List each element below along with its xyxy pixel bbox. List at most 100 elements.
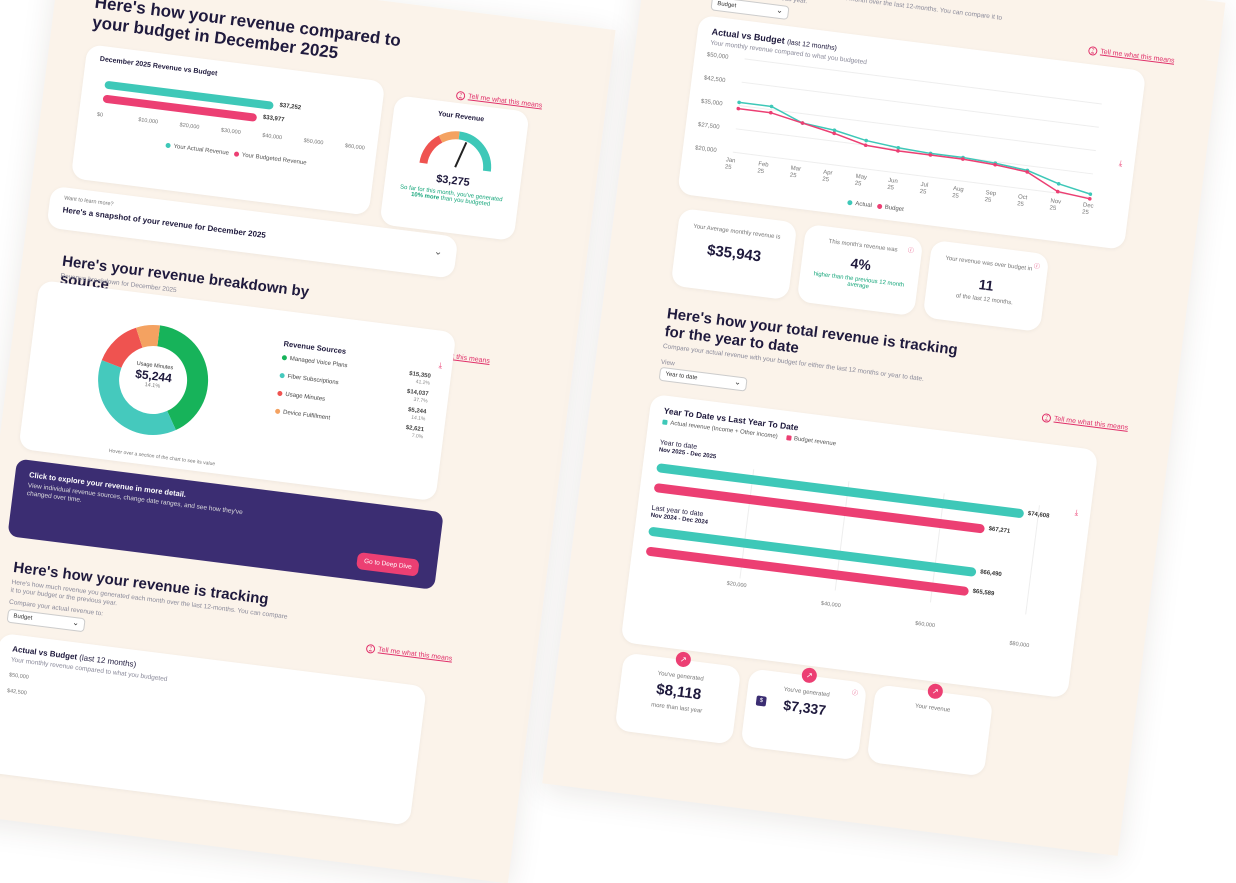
deep-dive-button[interactable]: Go to Deep Dive xyxy=(356,552,420,577)
source-pct: 41.2% xyxy=(415,378,431,387)
stat-month-card: This month's revenue was ⓘ 4% higher tha… xyxy=(796,223,924,317)
data-point[interactable] xyxy=(896,149,900,153)
x-tick: Sep xyxy=(985,190,997,197)
x-tick: 25 xyxy=(789,172,797,179)
series-line-actual[interactable] xyxy=(733,101,1096,195)
question-icon: ? xyxy=(365,643,376,654)
source-pct: 7.0% xyxy=(411,432,424,441)
x-tick: 25 xyxy=(854,181,862,188)
grid-line xyxy=(732,151,1091,198)
grid-line xyxy=(744,58,1102,105)
data-point[interactable] xyxy=(737,100,741,105)
gauge-chart xyxy=(419,131,492,172)
data-point[interactable] xyxy=(961,157,965,161)
x-tick: Jun xyxy=(888,178,898,185)
data-point[interactable] xyxy=(736,106,741,111)
right-help-link[interactable]: ? Tell me what this means xyxy=(1087,45,1175,66)
source-pct: 14.1% xyxy=(410,414,426,423)
data-point[interactable] xyxy=(1025,170,1029,174)
y-tick: $42,500 xyxy=(703,75,726,84)
ytd-card: Year To Date vs Last Year To Date Actual… xyxy=(620,393,1099,699)
help-link-tracking[interactable]: ? Tell me what this means xyxy=(365,643,453,664)
dec-card-title: December 2025 Revenue vs Budget xyxy=(99,55,218,78)
donut-slice-1[interactable] xyxy=(92,360,184,438)
dec-axis-tick: $20,000 xyxy=(179,122,200,131)
data-point[interactable] xyxy=(769,104,774,109)
grid-line xyxy=(735,128,1093,175)
avb-line-chart[interactable]: $50,000$42,500$35,000$27,500$20,000Jan25… xyxy=(689,48,1122,230)
data-point[interactable] xyxy=(832,131,836,136)
avg-revenue-value: $35,943 xyxy=(706,241,763,266)
donut-slice-3[interactable] xyxy=(134,322,160,349)
download-icon[interactable]: ⤓ xyxy=(438,360,443,371)
sources-list: Managed Voice Plans $15,350 41.2% Fiber Sub… xyxy=(273,354,432,445)
trend-up-icon: ↗ xyxy=(674,651,692,668)
trend-up-icon: ↗ xyxy=(926,682,944,700)
donut-slice-2[interactable] xyxy=(101,324,145,370)
trend-up-icon: ↗ xyxy=(800,666,818,684)
budget-value: $33,977 xyxy=(262,114,285,124)
y-tick: $27,500 xyxy=(698,122,721,131)
actual-value: $37,252 xyxy=(279,102,302,112)
x-tick: Dec xyxy=(1083,202,1094,209)
right-page: Here's how much revenue you generated ea… xyxy=(542,0,1226,856)
data-point[interactable] xyxy=(993,162,997,167)
ytd-help-link[interactable]: ? Tell me what this means xyxy=(1041,413,1128,433)
bottom-card-2: ↗ ⓘ $ You've generated $7,337 xyxy=(740,666,868,761)
avb-mini-card: Actual vs Budget (last 12 months) Your m… xyxy=(0,632,427,826)
data-point[interactable] xyxy=(800,121,805,125)
data-point[interactable] xyxy=(1088,192,1093,196)
bottom-card-3: ↗ Your revenue xyxy=(866,682,994,777)
gauge-title: Your Revenue xyxy=(437,110,485,124)
data-point[interactable] xyxy=(768,110,773,115)
data-point[interactable] xyxy=(863,143,868,148)
data-point[interactable] xyxy=(864,138,869,143)
data-point[interactable] xyxy=(1087,197,1092,201)
breakdown-card: Usage Minutes $5,244 14.1% Revenue Sourc… xyxy=(18,279,457,502)
dec-axis-tick: $60,000 xyxy=(344,143,366,152)
y-tick: $20,000 xyxy=(695,145,718,154)
dec-axis-tick: $30,000 xyxy=(220,127,242,136)
grid-line xyxy=(741,81,1099,128)
dec-legend: Your Actual Revenue Your Budgeted Revenu… xyxy=(165,142,307,167)
revenue-donut-chart[interactable] xyxy=(80,307,225,452)
data-point[interactable] xyxy=(896,145,901,150)
download-icon[interactable]: ⤓ xyxy=(1074,507,1079,518)
dec-axis-tick: $0 xyxy=(96,111,104,119)
dec-axis-tick: $40,000 xyxy=(261,132,283,142)
question-icon[interactable]: ⓘ xyxy=(1033,263,1041,271)
question-icon: ? xyxy=(455,90,466,101)
source-value: $15,350 xyxy=(408,371,432,380)
data-point[interactable] xyxy=(832,128,837,133)
x-tick: 25 xyxy=(724,164,732,171)
question-icon: ? xyxy=(1041,413,1052,424)
x-tick: 25 xyxy=(887,185,895,192)
download-icon[interactable]: ⤓ xyxy=(1118,158,1124,169)
question-icon[interactable]: ⓘ xyxy=(907,247,915,255)
donut-slice-0[interactable] xyxy=(147,325,214,433)
source-pct: 37.7% xyxy=(413,396,428,405)
x-tick: 25 xyxy=(1017,201,1025,208)
source-name: Managed Voice Plans xyxy=(289,356,348,370)
data-point[interactable] xyxy=(1056,182,1061,186)
series-line-budget[interactable] xyxy=(733,107,1096,200)
x-tick: 25 xyxy=(919,189,927,196)
source-value: $2,621 xyxy=(405,425,425,434)
chevron-down-icon[interactable]: ⌄ xyxy=(433,246,444,259)
x-tick: 25 xyxy=(1082,209,1090,216)
dec-axis-tick: $50,000 xyxy=(303,137,324,147)
data-point[interactable] xyxy=(928,153,933,157)
x-tick: 25 xyxy=(757,168,765,175)
stat-avg-card: Your Average monthly revenue is $35,943 xyxy=(670,208,798,301)
left-page: Here's how your revenue compared to your… xyxy=(0,0,616,883)
dec-revenue-card: December 2025 Revenue vs Budget $37,252 … xyxy=(70,44,386,216)
x-tick: Apr xyxy=(823,170,833,177)
x-tick: Oct xyxy=(1018,194,1028,201)
question-icon: ? xyxy=(1087,45,1098,56)
ytd-select[interactable]: Year to date xyxy=(658,366,748,392)
ytd-group1-label: Year to date Nov 2025 - Dec 2025 xyxy=(658,439,717,461)
x-tick: Jan xyxy=(725,157,735,164)
x-tick: Aug xyxy=(953,186,964,193)
ytd-grid-line xyxy=(1025,505,1040,615)
data-point[interactable] xyxy=(1055,189,1060,194)
